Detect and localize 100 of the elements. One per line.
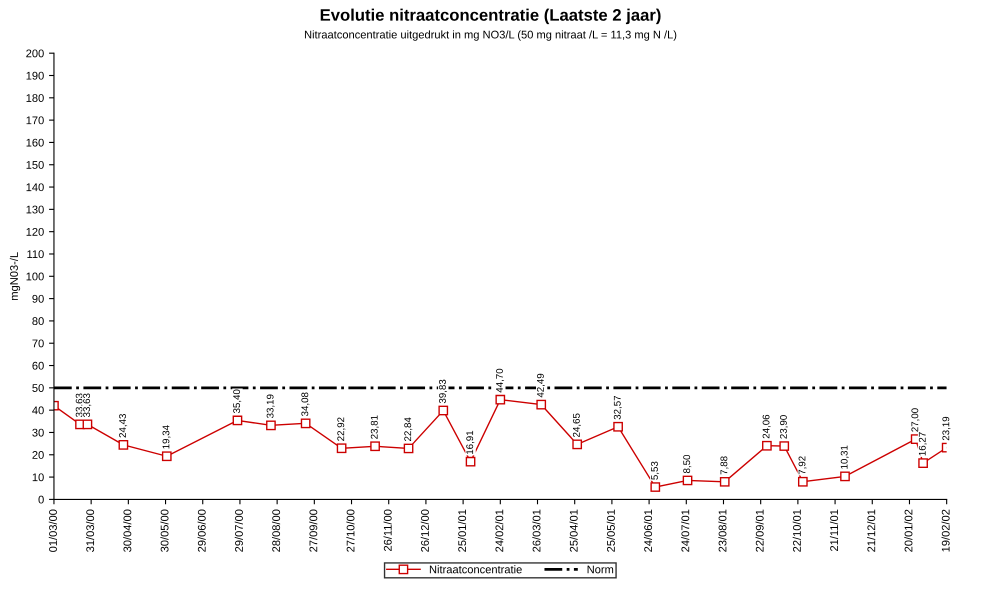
point xyxy=(840,472,850,482)
point xyxy=(762,440,772,451)
point xyxy=(438,406,448,416)
legend-label: Norm xyxy=(588,566,614,574)
point xyxy=(404,444,414,454)
y-tick-label: 130 xyxy=(26,206,44,214)
x-tick-label: 25/04/01 xyxy=(570,510,578,552)
y-tick-label: 60 xyxy=(32,362,44,370)
x-tick-label: 22/09/01 xyxy=(756,510,764,552)
y-tick-label: 110 xyxy=(27,250,44,258)
data-label: 24,43 xyxy=(119,414,128,438)
data-label: 10,31 xyxy=(840,446,849,469)
x-tick-label: 24/02/01 xyxy=(495,510,504,552)
x-tick-label: 28/08/00 xyxy=(272,510,280,552)
data-label: 16,27 xyxy=(918,432,927,456)
y-tick-label: 80 xyxy=(32,317,44,326)
data-label: 39,83 xyxy=(439,380,448,404)
data-label: 34,08 xyxy=(301,392,310,416)
point xyxy=(300,418,311,428)
x-tick-label: 26/12/00 xyxy=(420,510,429,552)
point xyxy=(572,440,582,450)
x-tick-label: 21/12/01 xyxy=(867,510,876,552)
y-tick-label: 180 xyxy=(26,94,44,102)
x-tick-label: 19/02/02 xyxy=(941,510,950,552)
y-tick-label: 160 xyxy=(26,138,44,147)
x-tick-label: 29/06/00 xyxy=(198,510,206,552)
point xyxy=(118,440,128,450)
y-tick-label: 140 xyxy=(26,183,44,192)
y-tick-label: 30 xyxy=(32,428,44,437)
x-tick-label: 25/01/01 xyxy=(458,510,466,552)
point xyxy=(650,482,660,492)
data-label: 22,92 xyxy=(337,417,346,441)
point xyxy=(232,416,242,426)
data-label: 23,81 xyxy=(370,415,379,439)
point xyxy=(162,451,172,462)
point xyxy=(798,476,808,487)
point xyxy=(682,476,692,486)
data-label: 42,49 xyxy=(536,374,545,398)
point xyxy=(466,456,476,467)
x-tick-label: 20/01/02 xyxy=(904,510,912,552)
data-label: 23,90 xyxy=(780,415,788,439)
data-label: 35,40 xyxy=(233,390,242,414)
data-label: 7,88 xyxy=(720,456,728,474)
x-tick-label: 30/05/00 xyxy=(160,510,169,552)
data-label: 24,65 xyxy=(572,414,581,437)
y-axis-title: mgN03-/L xyxy=(10,252,20,300)
x-tick-label: 26/11/00 xyxy=(384,510,392,551)
x-tick-label: 25/05/01 xyxy=(606,510,615,552)
data-label: 7,92 xyxy=(798,456,807,474)
x-tick-label: 22/10/01 xyxy=(792,510,801,552)
point xyxy=(918,458,928,468)
y-tick-label: 40 xyxy=(32,406,44,414)
data-label: 33,19 xyxy=(266,394,275,418)
chart-title: Evolutie nitraatconcentratie (Laatste 2 jaar) xyxy=(320,8,661,24)
x-tick-label: 21/11/01 xyxy=(830,510,838,551)
point xyxy=(779,441,790,451)
data-label: 32,57 xyxy=(614,396,622,420)
x-tick-label: 27/09/00 xyxy=(309,510,318,552)
y-tick-label: 10 xyxy=(32,473,44,482)
chart-subtitle: Nitraatconcentratie uitgedrukt in mg NO3/L (50 mg nitraat /L = 11,3 mg N /L) xyxy=(304,30,676,41)
x-tick-label: 30/04/00 xyxy=(123,510,132,552)
point xyxy=(266,420,276,430)
data-label: 16,91 xyxy=(466,430,474,454)
data-label: 33,63 xyxy=(76,394,84,418)
point xyxy=(495,394,506,405)
y-tick-label: 100 xyxy=(26,272,44,280)
data-label: 22,84 xyxy=(404,417,412,442)
data-label: 19,34 xyxy=(162,425,171,449)
x-tick-label: 26/03/01 xyxy=(532,510,540,552)
data-label: 8,50 xyxy=(683,454,692,474)
y-tick-label: 200 xyxy=(26,49,44,58)
x-tick-label: 01/03/00 xyxy=(48,510,57,552)
x-tick-label: 27/10/00 xyxy=(346,510,355,552)
x-tick-label: 24/07/01 xyxy=(681,510,690,552)
x-tick-label: 23/08/01 xyxy=(718,510,726,552)
point xyxy=(613,422,623,432)
y-tick-label: 0 xyxy=(38,496,44,504)
point xyxy=(336,443,346,454)
y-tick-label: 170 xyxy=(26,116,44,124)
data-label: 23,19 xyxy=(942,416,950,440)
data-label: 24,06 xyxy=(762,414,771,438)
y-tick-label: 70 xyxy=(32,339,44,348)
data-label: 27,00 xyxy=(911,408,920,432)
y-tick-label: 20 xyxy=(32,451,44,459)
y-tick-label: 50 xyxy=(32,384,44,392)
y-tick-label: 150 xyxy=(26,161,44,169)
x-tick-label: 29/07/00 xyxy=(234,510,243,552)
y-tick-label: 190 xyxy=(26,72,44,80)
y-tick-label: 120 xyxy=(26,228,44,236)
point xyxy=(536,400,546,410)
data-label: 44,70 xyxy=(496,368,504,392)
x-tick-label: 31/03/00 xyxy=(86,510,94,552)
x-tick-label: 24/06/01 xyxy=(644,510,652,552)
point xyxy=(370,441,380,452)
point xyxy=(82,420,92,430)
data-label: 5,53 xyxy=(651,462,660,480)
y-tick-label: 90 xyxy=(32,294,44,303)
data-label: 33,63 xyxy=(83,394,92,418)
legend-label: Nitraatconcentratie xyxy=(430,565,522,574)
point xyxy=(720,476,730,487)
